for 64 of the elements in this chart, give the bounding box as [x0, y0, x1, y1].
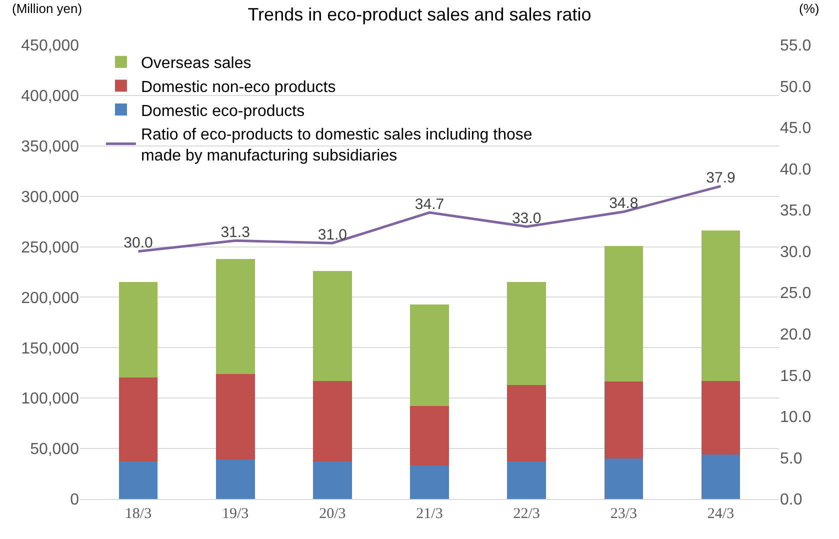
y-tick-label: 350,000 [21, 138, 80, 156]
bar [216, 258, 255, 374]
y2-tick-label: 50.0 [780, 78, 812, 96]
bar [507, 385, 546, 462]
bar [313, 270, 352, 381]
bar [118, 377, 158, 462]
y-tick-label: 150,000 [21, 340, 80, 358]
legend-label: Overseas sales [140, 55, 252, 72]
chart-title: Trends in eco-product sales and sales ratio [248, 4, 592, 25]
x-tick-label: 23/3 [610, 506, 638, 522]
bar [216, 374, 255, 460]
bar [410, 406, 449, 466]
bar [604, 458, 644, 499]
y-axis-title: (Million yen) [12, 1, 82, 16]
bar [507, 462, 546, 499]
y2-tick-label: 15.0 [780, 368, 812, 385]
data-label: 30.0 [124, 234, 153, 252]
y2-tick-label: 5.0 [780, 450, 802, 468]
bar [701, 230, 740, 381]
bar [701, 454, 740, 499]
x-tick-label: 18/3 [124, 506, 152, 522]
y2-tick-label: 40.0 [780, 161, 812, 178]
legend-label: Domestic eco-products [140, 102, 305, 120]
y2-tick-label: 0.0 [780, 492, 802, 509]
y-tick-label: 50,000 [30, 441, 80, 458]
data-label: 37.9 [706, 169, 736, 186]
x-tick-label: 22/3 [513, 506, 540, 522]
bar [701, 380, 740, 455]
legend-label: Domestic non-eco products [140, 78, 336, 96]
y-tick-label: 250,000 [21, 239, 80, 256]
data-label: 34.7 [414, 196, 444, 213]
bar [118, 282, 158, 378]
y2-tick-label: 35.0 [780, 202, 812, 220]
x-tick-label: 19/3 [222, 506, 249, 522]
y2-tick-label: 10.0 [780, 409, 812, 426]
y-tick-label: 100,000 [21, 390, 80, 408]
bar [410, 466, 449, 499]
bar [410, 304, 449, 406]
bar [313, 380, 352, 462]
y-tick-label: 400,000 [21, 88, 80, 106]
x-tick-label: 21/3 [416, 506, 443, 522]
bar [313, 462, 352, 499]
legend-label: Ratio of eco-products to domestic sales including those made by manufacturing subsidiaries [140, 126, 532, 164]
y2-tick-label: 55.0 [780, 38, 812, 55]
data-label: 31.3 [220, 224, 250, 241]
data-label: 34.8 [609, 194, 638, 212]
y2-tick-label: 20.0 [780, 326, 812, 344]
y2-tick-label: 25.0 [780, 285, 812, 302]
x-tick-label: 20/3 [319, 506, 346, 522]
bar [604, 246, 644, 382]
data-label: 33.0 [512, 210, 542, 227]
bar [216, 460, 255, 499]
data-label: 31.0 [318, 226, 348, 244]
bar [604, 381, 644, 459]
y2-tick-label: 30.0 [780, 244, 812, 261]
bar [118, 462, 158, 499]
y2-tick-label: 45.0 [780, 120, 812, 138]
y-tick-label: 0 [70, 492, 80, 509]
x-tick-label: 24/3 [707, 506, 734, 522]
y-tick-label: 450,000 [21, 38, 80, 55]
y-tick-label: 200,000 [21, 290, 80, 307]
y-tick-label: 300,000 [21, 188, 80, 206]
bar [507, 282, 546, 385]
y2-axis-title: (%) [799, 1, 820, 16]
